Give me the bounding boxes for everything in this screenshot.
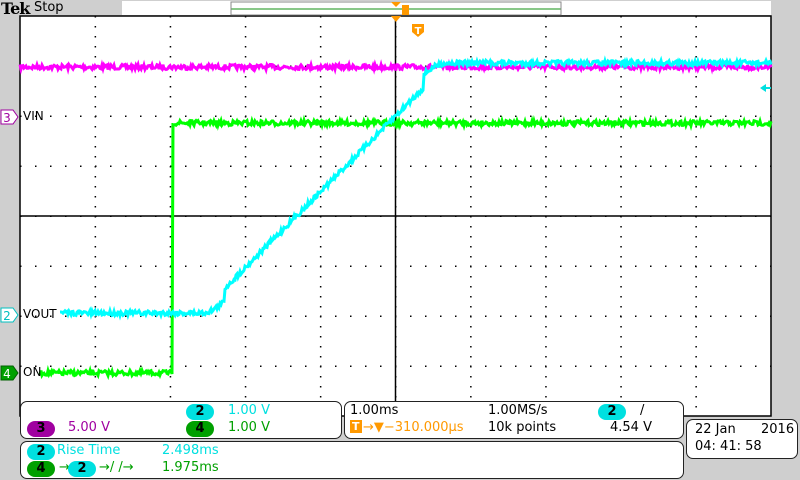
ch4-marker: 4 bbox=[0, 365, 19, 381]
record-view-bar bbox=[122, 1, 771, 15]
arrow-icon: → bbox=[59, 460, 70, 475]
measurement-name: →/ /→ bbox=[99, 460, 134, 475]
svg-text:T: T bbox=[415, 26, 422, 37]
svg-text:4: 4 bbox=[3, 367, 11, 381]
datetime-panel: 22 Jan 2016 04: 41: 58 bbox=[686, 419, 798, 459]
ch2-trace bbox=[60, 55, 773, 321]
ch4-label: ON bbox=[23, 365, 42, 379]
ch2-scale: 1.00 V bbox=[228, 403, 270, 418]
ch2-marker: 2 bbox=[0, 307, 19, 323]
ch3-label: VIN bbox=[23, 109, 44, 123]
acquisition-state: Stop bbox=[34, 0, 64, 15]
measurement-value: 1.975ms bbox=[162, 460, 219, 475]
measurement-source-badge: 2 bbox=[27, 444, 55, 460]
sample-rate: 1.00MS/s bbox=[488, 403, 548, 418]
brand-logo: Tek bbox=[1, 0, 30, 18]
ch3-scale: 5.00 V bbox=[68, 420, 110, 435]
trigger-delay: →▼−310.000µs bbox=[363, 420, 464, 435]
measurements-panel[interactable]: 2 Rise Time 2.498ms 4 → 2 →/ /→ 1.975ms bbox=[20, 441, 684, 479]
trigger-level: 4.54 V bbox=[610, 420, 652, 435]
vertical-settings-panel[interactable]: 2 1.00 V 3 5.00 V 4 1.00 V bbox=[20, 401, 342, 439]
year: 2016 bbox=[761, 422, 795, 437]
time: 04: 41: 58 bbox=[695, 439, 762, 454]
measurement-target-badge: 2 bbox=[68, 461, 96, 477]
ch3-badge[interactable]: 3 bbox=[27, 421, 55, 437]
ch2-badge[interactable]: 2 bbox=[186, 404, 214, 420]
ch4-trace bbox=[38, 114, 773, 381]
trigger-position-marker bbox=[391, 16, 401, 22]
horizontal-trigger-panel[interactable]: 1.00ms 1.00MS/s 2 / T →▼−310.000µs 10k p… bbox=[344, 401, 684, 439]
svg-text:2: 2 bbox=[3, 309, 11, 323]
trigger-level-arrow bbox=[760, 84, 766, 92]
trigger-t-icon: T bbox=[412, 24, 424, 37]
ch4-badge[interactable]: 4 bbox=[186, 421, 214, 437]
ch4-scale: 1.00 V bbox=[228, 420, 270, 435]
measurement-source-badge: 4 bbox=[27, 461, 55, 477]
ch2-label: VOUT bbox=[23, 307, 57, 321]
trigger-position-marker-top bbox=[391, 2, 401, 7]
trigger-slope: / bbox=[640, 403, 645, 418]
trigger-source-badge[interactable]: 2 bbox=[598, 404, 626, 420]
svg-text:3: 3 bbox=[3, 111, 11, 125]
ch3-marker: 3 bbox=[0, 109, 19, 125]
record-length: 10k points bbox=[488, 420, 557, 435]
time-per-div: 1.00ms bbox=[350, 403, 399, 418]
date: 22 Jan bbox=[695, 422, 736, 437]
measurement-name: Rise Time bbox=[57, 443, 121, 458]
measurement-value: 2.498ms bbox=[162, 443, 219, 458]
trigger-delay-icon: T bbox=[350, 420, 362, 433]
trigger-record-marker bbox=[402, 5, 409, 15]
